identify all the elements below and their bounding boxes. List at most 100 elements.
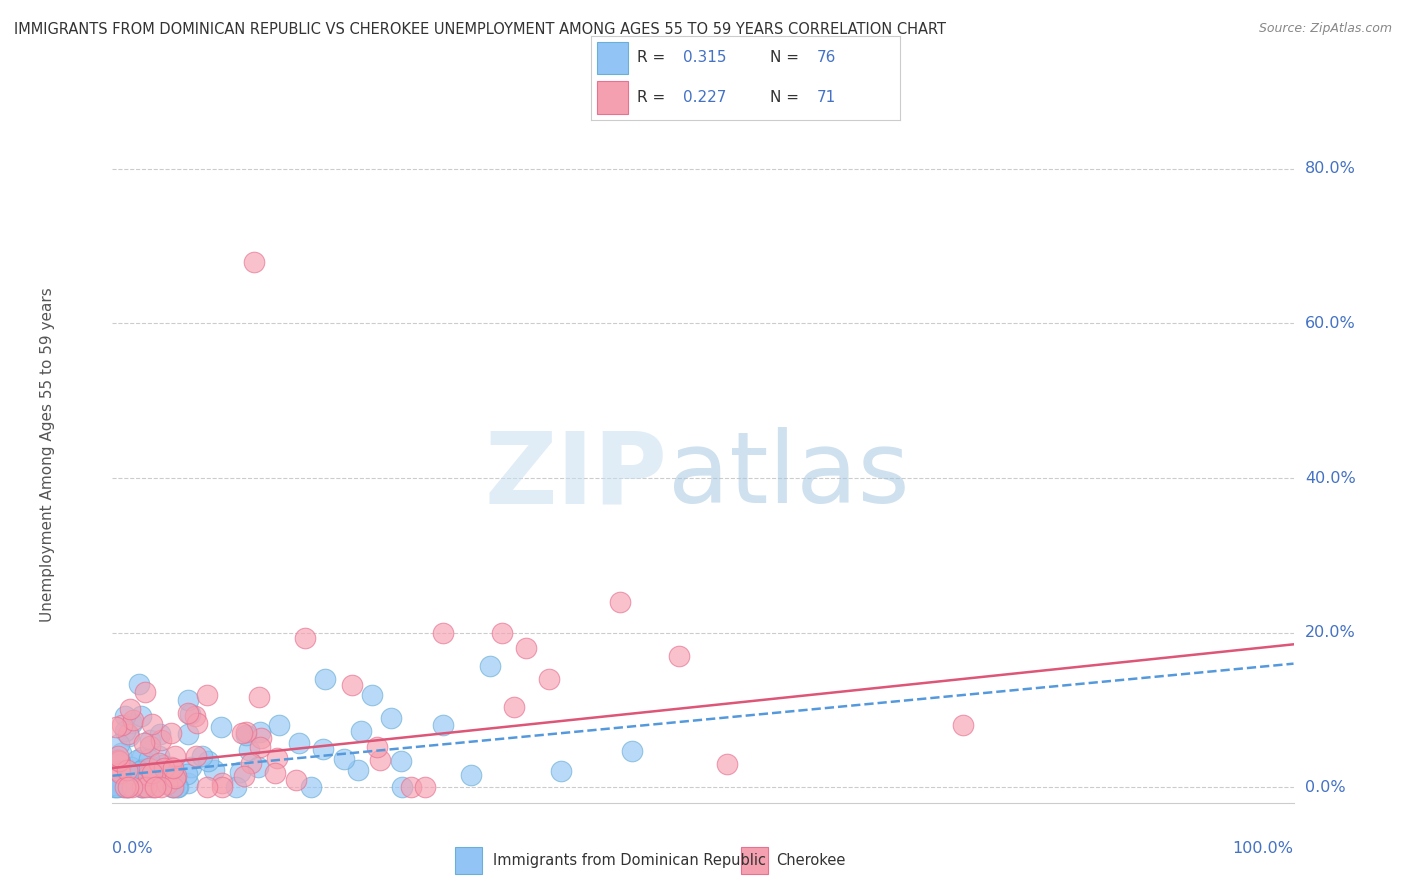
Point	[107, 749, 129, 764]
Point	[235, 728, 257, 742]
Point	[165, 772, 187, 786]
Point	[156, 777, 179, 791]
Point	[285, 772, 308, 787]
Point	[118, 702, 141, 716]
Point	[163, 780, 186, 795]
Point	[166, 780, 188, 795]
Point	[148, 748, 170, 763]
Point	[136, 768, 159, 782]
Point	[107, 753, 129, 767]
Point	[105, 780, 128, 795]
Point	[312, 742, 335, 756]
Point	[120, 766, 142, 780]
Point	[143, 780, 166, 795]
Point	[134, 685, 156, 699]
Point	[184, 708, 207, 723]
Point	[107, 764, 129, 779]
Point	[479, 659, 502, 673]
Point	[195, 780, 218, 795]
Point	[103, 780, 125, 795]
Text: 80.0%: 80.0%	[1305, 161, 1357, 177]
Point	[177, 775, 200, 789]
Point	[108, 756, 131, 770]
Point	[108, 754, 131, 768]
Text: R =: R =	[637, 90, 671, 105]
Point	[138, 751, 160, 765]
Point	[128, 764, 150, 778]
Point	[153, 762, 176, 776]
Point	[247, 690, 270, 705]
Point	[211, 780, 233, 795]
Point	[550, 764, 572, 778]
Bar	[596, 81, 627, 113]
Point	[134, 764, 156, 778]
Text: 76: 76	[817, 50, 835, 65]
Point	[120, 760, 142, 774]
Point	[176, 706, 198, 720]
Bar	[596, 42, 627, 74]
Point	[502, 700, 524, 714]
Point	[350, 724, 373, 739]
Text: 71: 71	[817, 90, 835, 105]
Text: atlas: atlas	[668, 427, 910, 524]
Point	[131, 780, 153, 795]
Point	[314, 672, 336, 686]
Point	[211, 776, 233, 790]
Point	[460, 768, 482, 782]
Point	[105, 720, 128, 734]
Point	[180, 760, 202, 774]
Text: IMMIGRANTS FROM DOMINICAN REPUBLIC VS CHEROKEE UNEMPLOYMENT AMONG AGES 55 TO 59 : IMMIGRANTS FROM DOMINICAN REPUBLIC VS CH…	[14, 22, 946, 37]
Point	[389, 754, 412, 768]
Point	[162, 768, 184, 782]
Point	[167, 780, 190, 795]
Point	[114, 709, 136, 723]
Point	[197, 754, 219, 768]
Point	[159, 725, 181, 739]
Point	[347, 763, 370, 777]
Point	[399, 780, 422, 795]
Point	[121, 780, 143, 795]
Point	[186, 716, 208, 731]
Point	[247, 760, 270, 774]
Point	[139, 733, 162, 747]
Point	[243, 254, 266, 268]
Point	[121, 716, 143, 731]
Point	[266, 751, 288, 765]
Point	[150, 780, 173, 795]
Text: 40.0%: 40.0%	[1305, 471, 1355, 485]
Text: 100.0%: 100.0%	[1233, 841, 1294, 856]
Point	[107, 753, 129, 767]
Point	[380, 711, 402, 725]
Point	[115, 780, 138, 795]
Point	[491, 625, 513, 640]
Point	[160, 760, 183, 774]
Point	[340, 677, 363, 691]
Point	[149, 727, 172, 741]
Text: N =: N =	[770, 50, 804, 65]
Point	[129, 780, 152, 795]
Point	[299, 780, 322, 795]
Point	[716, 757, 738, 772]
Point	[432, 718, 454, 732]
Point	[225, 780, 247, 795]
Point	[264, 766, 287, 780]
Text: Cherokee: Cherokee	[776, 854, 845, 868]
Text: N =: N =	[770, 90, 804, 105]
Point	[413, 780, 436, 795]
Point	[111, 718, 134, 732]
Point	[250, 731, 273, 745]
Point	[177, 693, 200, 707]
Text: 0.0%: 0.0%	[112, 841, 153, 856]
Point	[228, 765, 250, 780]
Text: R =: R =	[637, 50, 671, 65]
Point	[138, 761, 160, 775]
Bar	[456, 847, 482, 874]
Point	[177, 726, 200, 740]
Point	[139, 739, 162, 753]
Point	[176, 766, 198, 780]
Point	[132, 762, 155, 776]
Point	[235, 725, 257, 739]
Point	[117, 780, 139, 794]
Point	[186, 749, 208, 764]
Point	[117, 780, 139, 795]
